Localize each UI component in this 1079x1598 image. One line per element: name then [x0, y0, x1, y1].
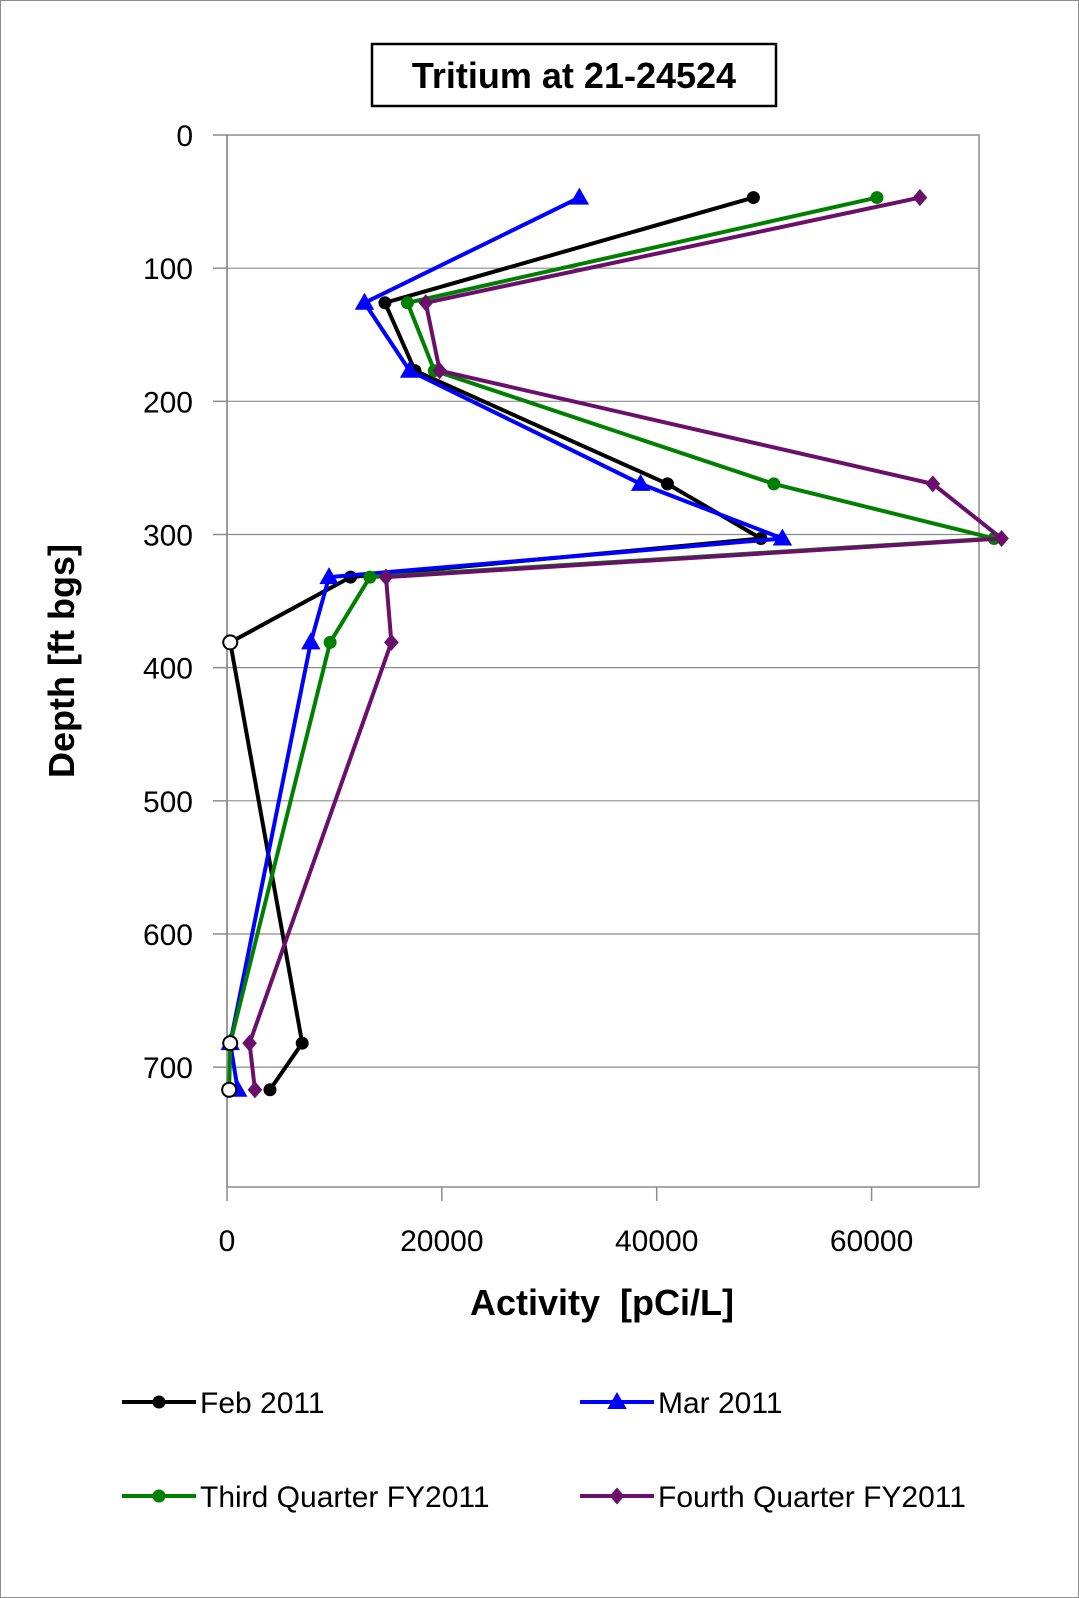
data-point — [323, 635, 337, 649]
data-point — [767, 477, 781, 491]
data-point — [363, 570, 377, 584]
data-point — [378, 568, 394, 586]
x-tick-label: 60000 — [830, 1225, 913, 1258]
legend-entry-1: Mar 2011 — [580, 1387, 783, 1420]
gridlines — [227, 267, 979, 1068]
y-tick-label: 600 — [143, 919, 193, 952]
data-point — [354, 292, 375, 310]
x-axis-title: Activity [pCi/L] — [470, 1282, 734, 1323]
data-point — [319, 567, 339, 585]
data-point — [263, 1083, 277, 1097]
y-axis-ticks: 0 100 200 300 400 500 600 700 — [143, 120, 227, 1085]
y-tick-label: 700 — [143, 1052, 193, 1085]
legend-swatch-marker — [607, 1391, 627, 1409]
data-point — [221, 1081, 238, 1098]
data-point — [630, 473, 651, 491]
legend-label: Fourth Quarter FY2011 — [658, 1481, 966, 1514]
legend-label: Third Quarter FY2011 — [200, 1481, 490, 1514]
data-point — [925, 475, 941, 493]
data-point — [378, 296, 392, 310]
data-point — [432, 362, 448, 380]
legend-entry-2: Third Quarter FY2011 — [122, 1481, 490, 1514]
data-point — [301, 632, 321, 650]
legend-label: Feb 2011 — [200, 1387, 325, 1420]
series-layer — [220, 187, 1009, 1099]
data-point — [400, 296, 414, 310]
x-tick-label: 0 — [219, 1225, 236, 1258]
data-point — [399, 360, 420, 378]
data-point — [384, 633, 399, 651]
series-1 — [220, 187, 793, 1097]
y-tick-label: 300 — [143, 519, 193, 552]
data-point — [242, 1034, 257, 1052]
legend-swatch-marker — [609, 1487, 625, 1505]
data-point — [870, 191, 884, 205]
x-tick-label: 40000 — [615, 1225, 698, 1258]
series-3 — [242, 189, 1009, 1099]
x-tick-label: 20000 — [400, 1225, 483, 1258]
data-point — [660, 477, 674, 491]
y-tick-label: 500 — [143, 786, 193, 819]
data-point — [222, 634, 239, 651]
legend: Feb 2011 Mar 2011 Third Quarter FY2011 Four… — [122, 1387, 966, 1514]
data-point — [569, 187, 590, 205]
data-point — [295, 1036, 309, 1050]
y-tick-label: 0 — [176, 120, 193, 153]
legend-label: Mar 2011 — [658, 1387, 783, 1420]
data-point — [912, 189, 928, 207]
plot-area — [226, 134, 980, 1188]
y-tick-label: 400 — [143, 653, 193, 686]
y-tick-label: 100 — [143, 253, 193, 286]
chart-title: Tritium at 21-24524 — [412, 55, 736, 96]
chart-title-border — [370, 42, 778, 108]
y-axis-title: Depth [ft bgs] — [41, 544, 82, 778]
data-point — [746, 191, 760, 205]
legend-entry-3: Fourth Quarter FY2011 — [580, 1481, 966, 1514]
chart-title-box: Tritium at 21-24524 — [370, 42, 778, 108]
data-point — [247, 1081, 263, 1099]
legend-swatch-marker — [152, 1395, 166, 1409]
data-point — [994, 529, 1009, 548]
legend-entry-0: Feb 2011 — [122, 1387, 325, 1420]
data-point — [772, 528, 793, 546]
x-axis-ticks: 0 20000 40000 60000 — [219, 1187, 913, 1258]
legend-swatch-marker — [152, 1489, 166, 1503]
data-point — [418, 294, 434, 312]
y-tick-label: 200 — [143, 386, 193, 419]
data-point — [222, 1035, 239, 1052]
